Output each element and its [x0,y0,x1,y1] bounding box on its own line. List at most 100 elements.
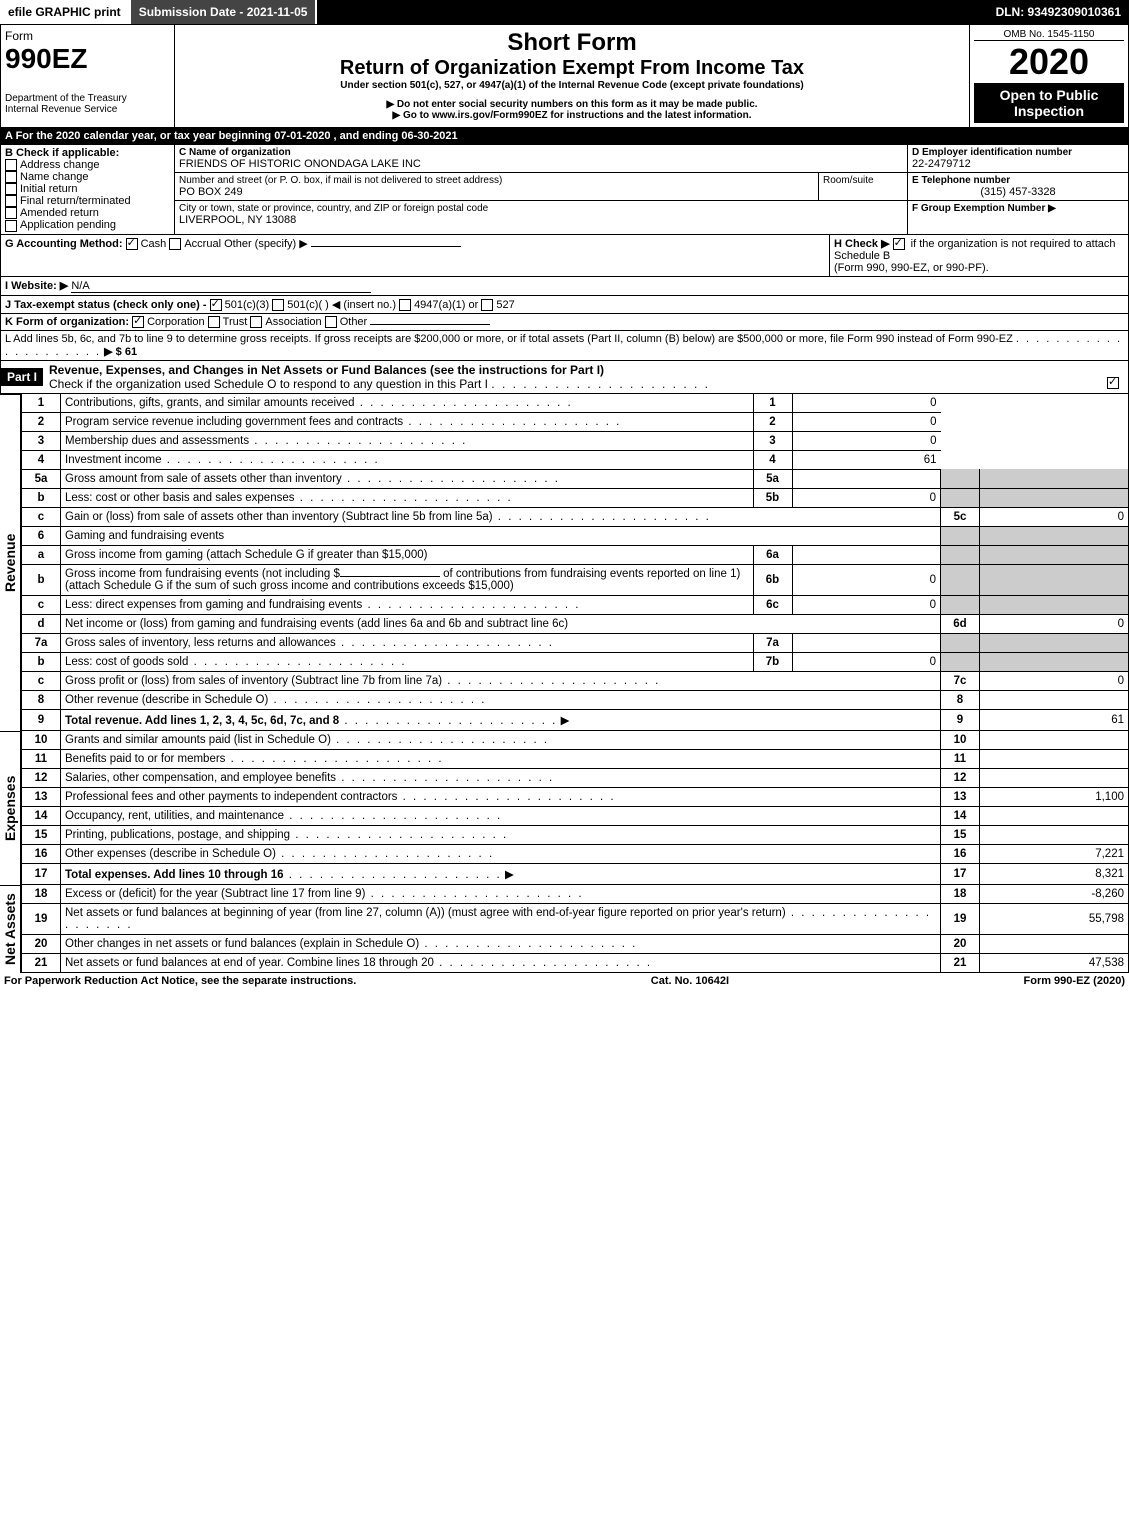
side-revenue: Revenue [0,394,21,731]
revenue-table: 1Contributions, gifts, grants, and simil… [21,394,1129,731]
checkbox-other-org[interactable] [325,316,337,328]
table-row: 10Grants and similar amounts paid (list … [22,731,1129,750]
info-bcdef: B Check if applicable: Address change Na… [0,145,1129,235]
label-other-org: Other [340,316,368,328]
label-other-specify: Other (specify) ▶ [224,238,308,250]
box-g-label: G Accounting Method: [5,238,123,250]
label-initial-return: Initial return [20,183,77,195]
table-row: 13Professional fees and other payments t… [22,787,1129,806]
org-address: PO BOX 249 [179,186,814,198]
box-d-label: D Employer identification number [912,147,1124,158]
checkbox-application-pending[interactable] [5,220,17,232]
side-netassets: Net Assets [0,885,21,973]
box-h-sub: (Form 990, 990-EZ, or 990-PF). [834,262,989,274]
ssn-warning: ▶ Do not enter social security numbers o… [179,99,965,110]
label-trust: Trust [223,316,248,328]
open-public-box: Open to Public Inspection [974,83,1124,123]
checkbox-501c3[interactable] [210,299,222,311]
checkbox-trust[interactable] [208,316,220,328]
line-box: 1 [753,394,792,413]
line-num: 1 [22,394,61,413]
ein: 22-2479712 [912,158,1124,170]
label-address-change: Address change [20,159,100,171]
checkbox-cash[interactable] [126,238,138,250]
box-c-addr-label: Number and street (or P. O. box, if mail… [179,175,814,186]
omb-number: OMB No. 1545-1150 [974,29,1124,41]
box-j-label: J Tax-exempt status (check only one) - [5,299,207,311]
table-row: 20Other changes in net assets or fund ba… [22,934,1129,953]
checkbox-initial-return[interactable] [5,183,17,195]
label-corporation: Corporation [147,316,204,328]
title-main: Return of Organization Exempt From Incom… [179,57,965,80]
checkbox-4947a1[interactable] [399,299,411,311]
table-row: 15Printing, publications, postage, and s… [22,825,1129,844]
label-application-pending: Application pending [20,219,116,231]
box-l-value: ▶ $ 61 [104,346,137,358]
checkbox-h[interactable] [893,238,905,250]
form-label: Form [5,29,170,43]
label-501c: 501(c)( ) ◀ (insert no.) [287,299,396,311]
checkbox-527[interactable] [481,299,493,311]
table-row: dNet income or (loss) from gaming and fu… [22,614,1129,633]
part-i-check-text: Check if the organization used Schedule … [49,377,488,391]
submission-date: Submission Date - 2021-11-05 [131,0,318,24]
footer-center: Cat. No. 10642I [651,975,729,987]
table-row: 11Benefits paid to or for members11 [22,749,1129,768]
other-specify-input[interactable] [311,246,461,247]
table-row: 1Contributions, gifts, grants, and simil… [22,394,1129,413]
table-row: bLess: cost of goods sold7b0 [22,652,1129,671]
tax-year: 2020 [974,41,1124,83]
table-row: 18Excess or (deficit) for the year (Subt… [22,885,1129,904]
page-footer: For Paperwork Reduction Act Notice, see … [0,973,1129,989]
table-row: cGross profit or (loss) from sales of in… [22,671,1129,690]
form-header: Form 990EZ Department of the Treasury In… [0,24,1129,128]
box-c-city-label: City or town, state or province, country… [179,203,903,214]
dln: DLN: 93492309010361 [317,0,1129,24]
efile-print-button[interactable]: efile GRAPHIC print [0,0,131,24]
checkbox-schedule-o[interactable] [1107,377,1119,389]
checkbox-final-return[interactable] [5,195,17,207]
table-row: 4Investment income461 [22,450,1129,469]
label-501c3: 501(c)(3) [225,299,270,311]
org-city: LIVERPOOL, NY 13088 [179,214,903,226]
checkbox-corporation[interactable] [132,316,144,328]
table-row: bLess: cost or other basis and sales exp… [22,488,1129,507]
checkbox-501c[interactable] [272,299,284,311]
label-final-return: Final return/terminated [20,195,131,207]
part-i-title: Revenue, Expenses, and Changes in Net As… [49,363,604,377]
label-association: Association [265,316,321,328]
line-a: A For the 2020 calendar year, or tax yea… [1,128,462,144]
table-row: 16Other expenses (describe in Schedule O… [22,844,1129,863]
label-name-change: Name change [20,171,89,183]
part-i-label: Part I [1,368,43,386]
table-row: 3Membership dues and assessments30 [22,431,1129,450]
form-number: 990EZ [5,43,170,75]
table-row: 2Program service revenue including gover… [22,412,1129,431]
checkbox-address-change[interactable] [5,159,17,171]
label-527: 527 [496,299,514,311]
checkbox-accrual[interactable] [169,238,181,250]
subtitle: Under section 501(c), 527, or 4947(a)(1)… [179,80,965,91]
checkbox-amended-return[interactable] [5,207,17,219]
room-suite-label: Room/suite [819,173,907,200]
table-row: 6Gaming and fundraising events [22,526,1129,545]
box-f-label: F Group Exemption Number ▶ [912,203,1124,214]
box-k-label: K Form of organization: [5,316,129,328]
title-short: Short Form [179,29,965,57]
netassets-table: 18Excess or (deficit) for the year (Subt… [21,885,1129,973]
goto-link[interactable]: ▶ Go to www.irs.gov/Form990EZ for instru… [179,110,965,121]
side-expenses: Expenses [0,731,21,885]
label-amended-return: Amended return [20,207,99,219]
line-desc: Contributions, gifts, grants, and simila… [61,394,754,413]
checkbox-association[interactable] [250,316,262,328]
table-row: 5aGross amount from sale of assets other… [22,469,1129,488]
table-row: 17Total expenses. Add lines 10 through 1… [22,863,1129,884]
line-val: 0 [792,394,941,413]
box-i-label: I Website: ▶ [5,280,68,292]
checkbox-name-change[interactable] [5,171,17,183]
table-row: 9Total revenue. Add lines 1, 2, 3, 4, 5c… [22,709,1129,730]
table-row: bGross income from fundraising events (n… [22,564,1129,595]
other-org-input[interactable] [370,324,490,325]
box-b-label: B Check if applicable: [5,147,170,159]
box-e-label: E Telephone number [912,175,1124,186]
